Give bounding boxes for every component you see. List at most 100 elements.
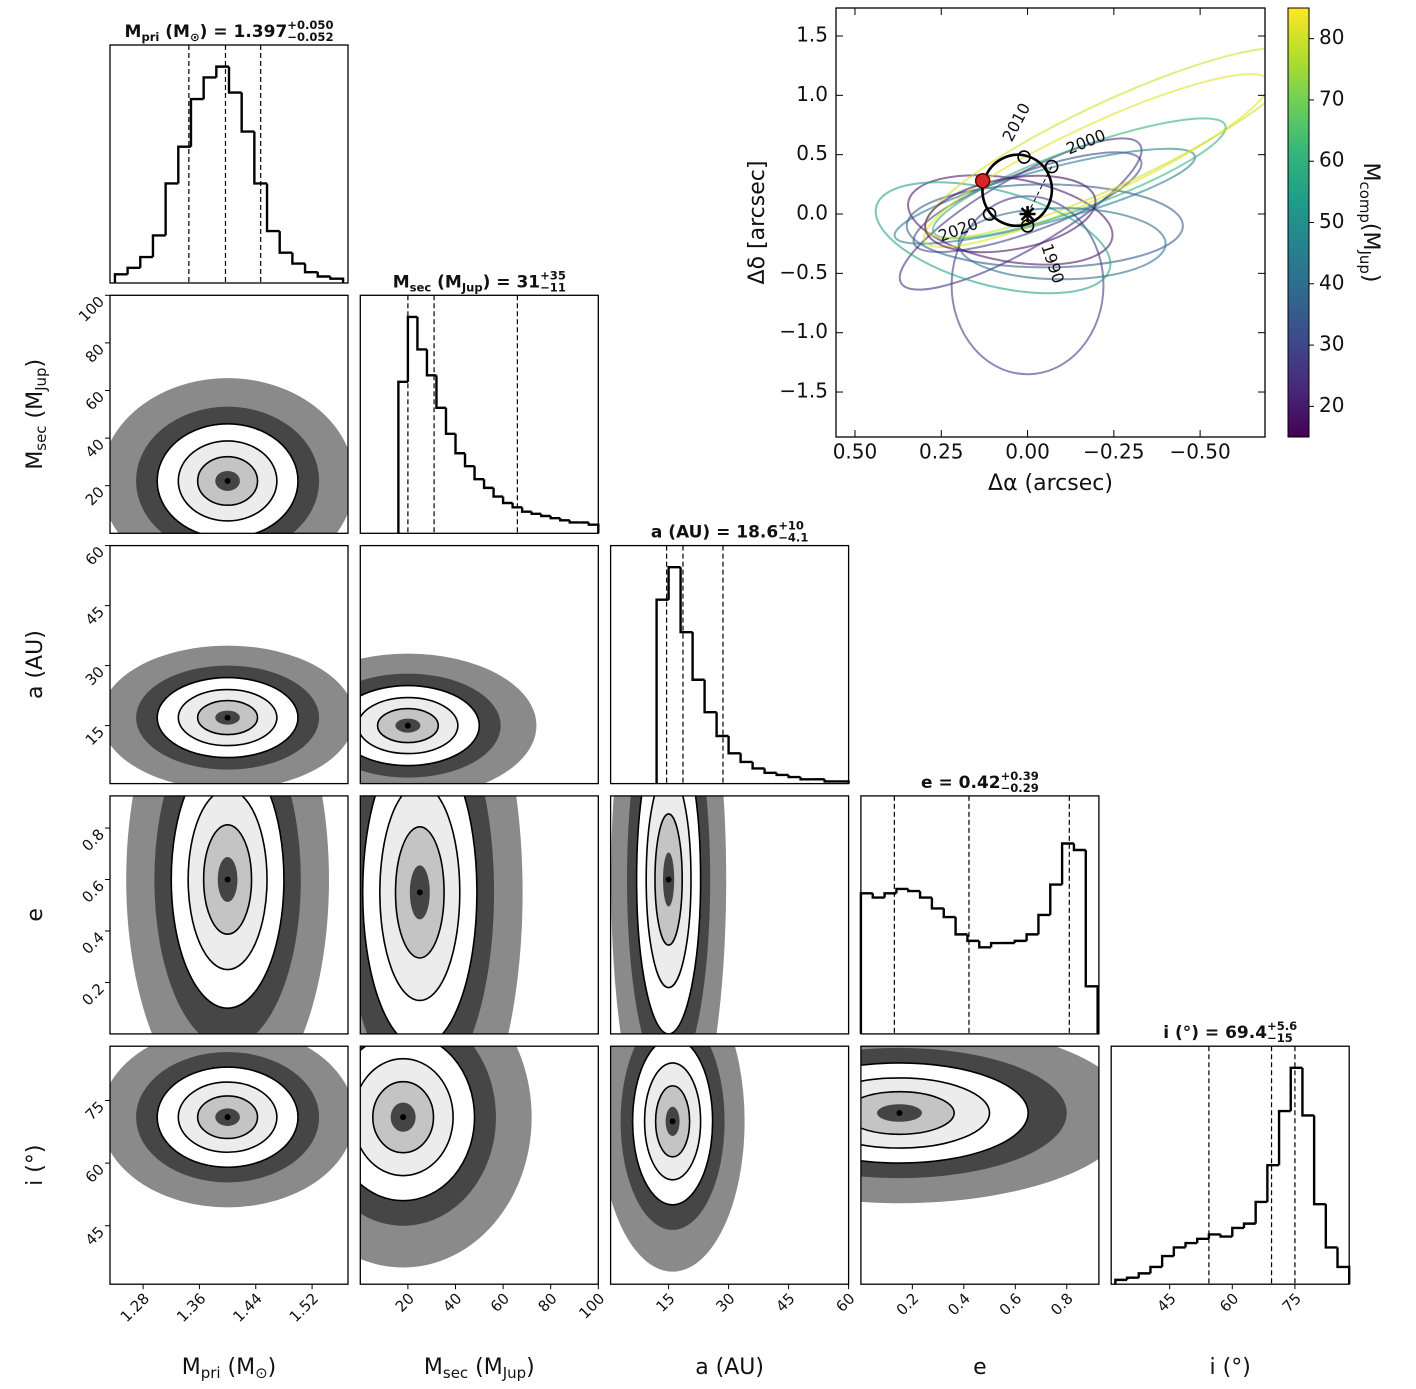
hist-bar (823, 779, 837, 783)
text-part: +35 (540, 268, 566, 282)
hist-bar (871, 893, 885, 899)
text-part: a (AU) (695, 1355, 764, 1380)
hist-bar (501, 496, 513, 505)
y-tick-label: 60 (82, 388, 108, 414)
panel-title: i (°) = 69.4+5.6 −15 (1163, 1019, 1297, 1045)
colorbar-tick-label: 60 (1319, 148, 1344, 172)
text-part: Jup (1357, 250, 1375, 274)
orbit (922, 73, 1265, 249)
x-tick-label: 0.6 (996, 1289, 1026, 1319)
x-tick-label: 40 (439, 1289, 465, 1315)
hist-bar (587, 522, 600, 534)
x-tick-label: 100 (575, 1289, 608, 1322)
x-tick-label: −0.50 (1169, 440, 1230, 464)
hist-bar (763, 768, 777, 774)
hist-bar (1172, 1246, 1186, 1257)
x-axis-label: Msec (MJup) (424, 1355, 535, 1382)
hist-bar (942, 908, 956, 919)
density-panel (860, 1046, 1099, 1204)
hist-bar (727, 736, 741, 755)
text-part: M (182, 1355, 201, 1380)
text-part: ) (23, 359, 48, 368)
hist-bar (164, 182, 179, 236)
hist-bar (895, 887, 909, 894)
density-peak (224, 714, 231, 721)
x-tick-label: 0.8 (1047, 1289, 1077, 1319)
hist-bar (303, 263, 318, 274)
text-part: −0.29 (1001, 780, 1039, 794)
density-peak (224, 876, 231, 883)
text-part: M (1358, 163, 1383, 182)
x-tick-label: 0.00 (1005, 440, 1050, 464)
colorbar (1287, 7, 1310, 438)
text-part: i (°) = 69.4 (1163, 1023, 1267, 1043)
hist-bar (1137, 1272, 1151, 1278)
text-part: sec (410, 280, 432, 294)
y-tick-label: 15 (82, 723, 108, 749)
hist-bar (703, 679, 717, 714)
y-axis-label: e (23, 908, 48, 922)
orbit (924, 174, 1097, 254)
text-part: ) = 31 (483, 272, 541, 292)
hist-bar (559, 518, 570, 522)
hist-bar (1125, 1276, 1139, 1280)
x-tick-label: 45 (1153, 1289, 1179, 1315)
colorbar-tick-label: 70 (1319, 86, 1344, 110)
text-part: i (°) (1210, 1355, 1251, 1380)
text-part: pri (201, 1364, 221, 1382)
text-part: ) (268, 1355, 277, 1380)
hist-bar (1060, 842, 1074, 885)
y-tick-label: 0.5 (796, 141, 828, 165)
x-axis-label: Δα (arcsec) (988, 471, 1113, 496)
text-part: Jup (32, 368, 50, 392)
panel-title: e = 0.42+0.39 −0.29 (921, 768, 1039, 794)
hist-bar (978, 940, 992, 949)
plot-frame (835, 7, 1266, 438)
hist-bar (278, 231, 293, 254)
hist-bar (1266, 1164, 1280, 1202)
epoch-marker (1017, 150, 1031, 164)
star (1019, 206, 1036, 223)
x-tick-label: 0.25 (919, 440, 964, 464)
hist-bar (1207, 1233, 1221, 1239)
text-part: M (393, 272, 410, 292)
hist-bar (799, 777, 813, 781)
hist-bar (966, 934, 980, 943)
hist-bar (1013, 939, 1027, 944)
hist-bar (1219, 1234, 1233, 1238)
text-part: i (°) (23, 1145, 48, 1186)
hist-bar (655, 598, 669, 784)
hist-bar (202, 76, 217, 100)
panel-frame (109, 294, 349, 534)
hist-bar (291, 252, 306, 265)
epoch-marker (982, 207, 997, 221)
hist-bar (435, 375, 446, 410)
density-peak (416, 889, 423, 896)
y-tick-label: −0.5 (779, 260, 828, 284)
hist-bar (520, 507, 532, 513)
text-part: +5.6 (1267, 1019, 1297, 1033)
x-axis-label: e (973, 1355, 987, 1380)
hist-bar (1184, 1241, 1198, 1248)
text-part: ⊙ (190, 30, 200, 44)
text-part: a (AU) = 18.6 (651, 523, 778, 543)
panel-frame (109, 544, 349, 785)
density-peak (404, 722, 411, 729)
y-tick-label: 0.6 (78, 877, 108, 907)
hist-bar (530, 511, 542, 516)
hist-bar (1049, 883, 1063, 915)
hist-bar (883, 892, 897, 898)
x-tick-label: 60 (832, 1289, 858, 1315)
y-tick-label: 40 (82, 435, 108, 461)
x-tick-label: 0.50 (833, 440, 878, 464)
panel-frame (609, 795, 850, 1035)
hist-bar (492, 487, 504, 498)
hist-bar (406, 315, 418, 382)
hist-bar (1149, 1265, 1163, 1274)
text-part: (M (159, 22, 190, 42)
y-tick-label: 1.0 (796, 82, 828, 106)
hist-bar (1196, 1237, 1209, 1244)
density-peak (665, 876, 672, 883)
panel-frame (109, 1045, 349, 1285)
